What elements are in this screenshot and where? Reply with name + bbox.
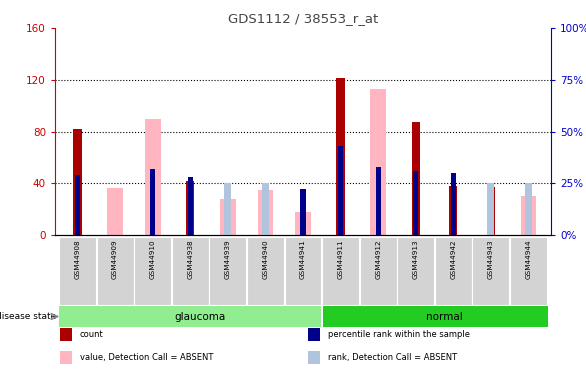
Bar (449, 186, 458, 235)
Text: GSM44942: GSM44942 (450, 239, 456, 279)
Bar (487, 187, 495, 235)
Bar (397, 237, 434, 305)
Bar (60, 351, 72, 363)
Bar (370, 89, 386, 235)
Text: glaucoma: glaucoma (174, 312, 225, 321)
Bar (285, 237, 321, 305)
Bar (150, 169, 155, 235)
Bar (308, 328, 321, 341)
Bar (295, 212, 311, 235)
Bar (188, 177, 193, 235)
Text: percentile rank within the sample: percentile rank within the sample (328, 330, 470, 339)
Bar (322, 237, 359, 305)
Bar (172, 237, 209, 305)
Bar (488, 183, 494, 235)
Bar (75, 175, 80, 235)
Bar (209, 237, 246, 305)
Text: GSM44912: GSM44912 (375, 239, 381, 279)
Bar (472, 237, 509, 305)
Bar (299, 189, 306, 235)
Text: GSM44939: GSM44939 (225, 239, 231, 279)
Bar (59, 306, 321, 327)
Bar (97, 237, 134, 305)
Bar (451, 173, 456, 235)
Bar (59, 237, 96, 305)
Text: value, Detection Call = ABSENT: value, Detection Call = ABSENT (80, 353, 213, 362)
Bar (262, 183, 269, 235)
Text: GSM44909: GSM44909 (112, 239, 118, 279)
Bar (257, 190, 273, 235)
Bar (107, 188, 123, 235)
Bar (323, 306, 548, 327)
Bar (413, 171, 418, 235)
Text: GSM44911: GSM44911 (338, 239, 343, 279)
Bar (360, 237, 397, 305)
Text: count: count (80, 330, 104, 339)
Bar (247, 237, 284, 305)
Bar (134, 237, 171, 305)
Bar (60, 328, 72, 341)
Bar (308, 351, 321, 363)
Text: rank, Detection Call = ABSENT: rank, Detection Call = ABSENT (328, 353, 457, 362)
Bar (435, 237, 472, 305)
Bar (224, 183, 231, 235)
Text: GSM44941: GSM44941 (300, 239, 306, 279)
Text: disease state: disease state (0, 312, 56, 321)
Bar (301, 189, 306, 235)
Bar (220, 199, 236, 235)
Bar (186, 181, 195, 235)
Text: normal: normal (425, 312, 462, 321)
Bar (338, 146, 343, 235)
Bar (376, 167, 381, 235)
Text: GSM44944: GSM44944 (526, 239, 532, 279)
Bar (145, 118, 161, 235)
Title: GDS1112 / 38553_r_at: GDS1112 / 38553_r_at (228, 12, 378, 26)
Text: GSM44938: GSM44938 (188, 239, 193, 279)
Bar (525, 183, 532, 235)
Text: GSM44910: GSM44910 (149, 239, 156, 279)
Text: GSM44940: GSM44940 (263, 239, 268, 279)
Bar (336, 78, 345, 235)
Bar (411, 123, 420, 235)
Bar (73, 129, 81, 235)
Bar (510, 237, 547, 305)
Bar (520, 196, 536, 235)
Text: GSM44913: GSM44913 (413, 239, 419, 279)
Text: GSM44943: GSM44943 (488, 239, 494, 279)
Text: GSM44908: GSM44908 (74, 239, 80, 279)
